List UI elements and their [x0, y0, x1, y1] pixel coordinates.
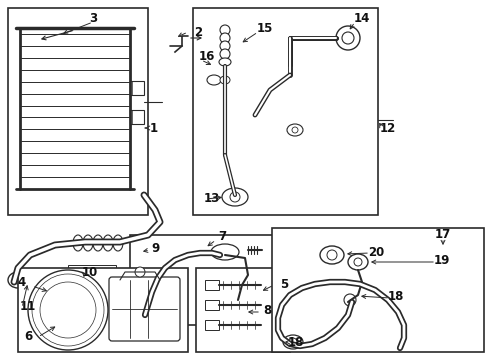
Text: 11: 11	[20, 301, 36, 314]
Circle shape	[229, 192, 240, 202]
Circle shape	[46, 288, 90, 332]
Circle shape	[36, 278, 100, 342]
Circle shape	[220, 33, 229, 43]
Ellipse shape	[219, 58, 230, 66]
Text: 10: 10	[81, 266, 98, 279]
Bar	[204, 320, 219, 330]
Circle shape	[335, 26, 359, 50]
Ellipse shape	[283, 335, 303, 349]
Text: 5: 5	[279, 278, 287, 291]
Circle shape	[343, 294, 355, 306]
Text: 12: 12	[379, 122, 395, 135]
Text: 16: 16	[199, 50, 215, 63]
Circle shape	[220, 25, 229, 35]
Ellipse shape	[73, 235, 83, 251]
Circle shape	[241, 315, 248, 321]
Circle shape	[28, 270, 108, 350]
Bar	[193, 8, 377, 215]
Ellipse shape	[8, 272, 28, 288]
Bar	[271, 228, 483, 352]
Circle shape	[220, 41, 229, 51]
Bar	[18, 268, 187, 352]
Circle shape	[56, 298, 80, 322]
FancyBboxPatch shape	[109, 277, 180, 341]
Bar	[130, 235, 274, 325]
Ellipse shape	[220, 76, 229, 84]
Text: 18: 18	[387, 291, 404, 303]
Text: 17: 17	[434, 229, 450, 242]
Ellipse shape	[103, 235, 113, 251]
Text: 18: 18	[287, 336, 304, 348]
Text: 7: 7	[218, 230, 225, 243]
Text: 20: 20	[367, 246, 384, 258]
Bar	[130, 110, 143, 124]
Circle shape	[326, 250, 336, 260]
Ellipse shape	[206, 75, 221, 85]
Circle shape	[288, 338, 296, 346]
Circle shape	[14, 276, 22, 284]
Text: 15: 15	[256, 22, 273, 35]
Text: 19: 19	[433, 255, 449, 267]
Ellipse shape	[83, 235, 93, 251]
Ellipse shape	[210, 244, 239, 260]
Ellipse shape	[286, 124, 303, 136]
Circle shape	[353, 258, 361, 266]
Ellipse shape	[319, 246, 343, 264]
Bar	[8, 8, 148, 215]
Text: 13: 13	[203, 192, 220, 204]
Circle shape	[291, 127, 297, 133]
Text: 6: 6	[24, 330, 32, 343]
Circle shape	[220, 49, 229, 59]
Text: 14: 14	[353, 12, 369, 24]
Text: 8: 8	[263, 303, 270, 316]
Circle shape	[211, 306, 218, 314]
Circle shape	[135, 267, 145, 277]
Circle shape	[40, 282, 96, 338]
Ellipse shape	[113, 235, 123, 251]
Bar	[130, 81, 143, 95]
Ellipse shape	[93, 235, 103, 251]
Ellipse shape	[236, 311, 253, 325]
Text: 2: 2	[194, 26, 202, 39]
Ellipse shape	[222, 188, 247, 206]
Bar	[204, 280, 219, 290]
Circle shape	[341, 32, 353, 44]
Ellipse shape	[205, 303, 224, 317]
Text: 3: 3	[89, 12, 97, 24]
Bar	[196, 268, 289, 352]
Text: 9: 9	[152, 242, 160, 255]
Bar	[204, 300, 219, 310]
Text: 1: 1	[150, 122, 158, 135]
Circle shape	[32, 274, 104, 346]
Ellipse shape	[347, 254, 367, 270]
Bar	[68, 265, 116, 287]
Text: 4: 4	[18, 275, 26, 288]
